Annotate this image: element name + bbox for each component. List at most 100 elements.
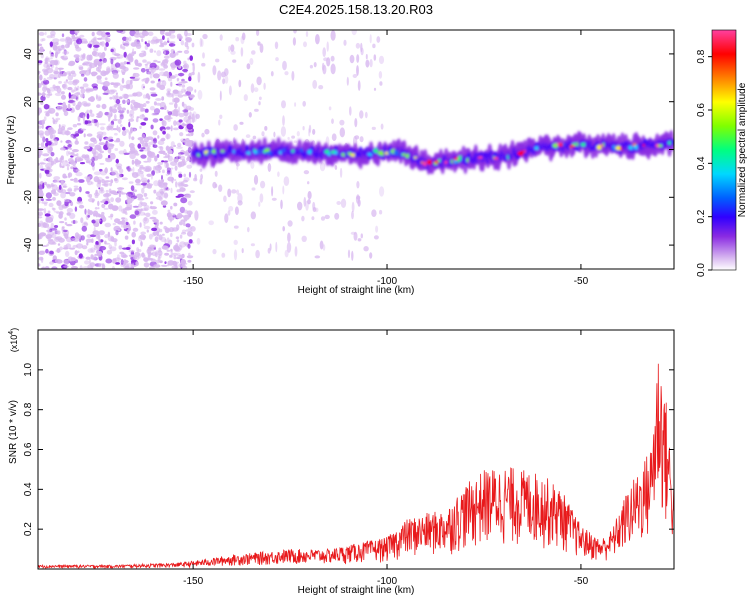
- heatmap-cell: [59, 156, 64, 163]
- heatmap-cell: [248, 112, 252, 118]
- heatmap-cell: [177, 50, 183, 53]
- heatmap-cell: [311, 216, 315, 221]
- heatmap-cell: [312, 201, 316, 211]
- heatmap-cell: [121, 77, 125, 84]
- heatmap-cell: [39, 93, 47, 96]
- heatmap-cell: [249, 58, 254, 65]
- heatmap-cell: [158, 68, 166, 71]
- heatmap-cell: [124, 40, 130, 47]
- heatmap-cell: [111, 108, 118, 114]
- heatmap-cell: [170, 205, 173, 210]
- heatmap-cell: [46, 35, 53, 39]
- heatmap-cell: [96, 37, 103, 40]
- heatmap-cell: [74, 140, 79, 145]
- heatmap-cell: [38, 130, 45, 136]
- heatmap-cell: [38, 251, 45, 255]
- heatmap-cell: [134, 153, 140, 156]
- heatmap-cell: [124, 206, 132, 211]
- heatmap-cell: [287, 232, 291, 243]
- heatmap-cell: [145, 68, 150, 72]
- heatmap-cell: [182, 179, 188, 183]
- heatmap-cell: [54, 92, 62, 97]
- heatmap-cell: [111, 105, 117, 110]
- heatmap-cell: [54, 180, 62, 183]
- heatmap-cell: [137, 103, 145, 109]
- heatmap-cell: [181, 253, 185, 259]
- heatmap-cell: [71, 34, 76, 40]
- heatmap-cell: [136, 193, 144, 199]
- heatmap-cell: [173, 178, 177, 182]
- heatmap-cell: [91, 181, 94, 185]
- spectrogram-panel: -150 -100 -50 -40 -20 0 20 40 Height of straig…: [6, 29, 675, 296]
- heatmap-cell: [46, 236, 52, 240]
- heatmap-cell: [270, 71, 274, 77]
- heatmap-cell: [62, 101, 66, 107]
- heatmap-cell: [109, 190, 117, 195]
- heatmap-cell: [147, 40, 151, 44]
- heatmap-cell: [267, 163, 272, 172]
- heatmap-cell: [174, 264, 178, 269]
- heatmap-cell: [134, 59, 139, 65]
- heatmap-cell: [251, 50, 256, 55]
- heatmap-cell: [101, 51, 106, 58]
- heatmap-cell: [331, 133, 337, 141]
- heatmap-cell: [187, 132, 193, 137]
- heatmap-cell: [121, 177, 128, 181]
- heatmap-cell: [159, 30, 165, 35]
- heatmap-cell: [118, 150, 125, 155]
- heatmap-cell: [143, 204, 150, 211]
- heatmap-cell: [77, 250, 80, 254]
- heatmap-cell: [176, 239, 180, 243]
- heatmap-cell: [83, 146, 91, 150]
- colorbar-tick-label: 0.0: [696, 263, 707, 277]
- heatmap-cell: [115, 262, 120, 265]
- heatmap-cell: [38, 208, 45, 211]
- heatmap-cell: [68, 158, 74, 163]
- heatmap-cell: [76, 38, 83, 45]
- heatmap-cell: [45, 192, 53, 199]
- heatmap-cell: [376, 36, 381, 43]
- heatmap-cell: [77, 158, 84, 162]
- heatmap-cell: [39, 172, 42, 179]
- heatmap-cell: [121, 93, 128, 99]
- heatmap-cell: [346, 76, 349, 86]
- heatmap-cell: [121, 217, 126, 220]
- heatmap-cell: [101, 41, 105, 47]
- heatmap-cell: [65, 243, 72, 249]
- heatmap-cell: [145, 100, 150, 104]
- heatmap-cell: [82, 54, 86, 60]
- heatmap-cell: [273, 131, 276, 138]
- heatmap-cell: [183, 177, 190, 182]
- heatmap-cell: [44, 31, 47, 36]
- heatmap-cell: [166, 167, 172, 173]
- heatmap-cell: [80, 235, 85, 241]
- heatmap-cell: [118, 110, 125, 114]
- heatmap-cell: [92, 88, 98, 91]
- heatmap-cell: [133, 67, 140, 70]
- heatmap-cell: [215, 183, 218, 188]
- heatmap-cell: [176, 146, 183, 149]
- heatmap-cell: [282, 185, 285, 195]
- heatmap-cell: [319, 240, 324, 250]
- heatmap-cell: [140, 231, 146, 235]
- heatmap-cell: [71, 154, 78, 157]
- heatmap-cell: [240, 35, 245, 45]
- heatmap-cell: [183, 214, 190, 220]
- heatmap-cell: [98, 263, 102, 268]
- heatmap-cell: [191, 111, 198, 123]
- heatmap-cell: [40, 142, 45, 148]
- heatmap-cell: [351, 250, 354, 261]
- heatmap-cell: [67, 144, 72, 148]
- heatmap-cell: [149, 74, 153, 79]
- heatmap-cell: [173, 255, 177, 260]
- heatmap-cell: [230, 44, 235, 52]
- heatmap-cell: [114, 148, 119, 151]
- heatmap-cell: [84, 141, 89, 145]
- heatmap-cell: [118, 192, 121, 198]
- heatmap-cell: [51, 189, 56, 195]
- heatmap-cell: [65, 191, 71, 195]
- heatmap-cell: [114, 218, 120, 224]
- heatmap-cell: [39, 74, 43, 81]
- heatmap-cell: [91, 31, 95, 37]
- heatmap-cell: [204, 128, 210, 135]
